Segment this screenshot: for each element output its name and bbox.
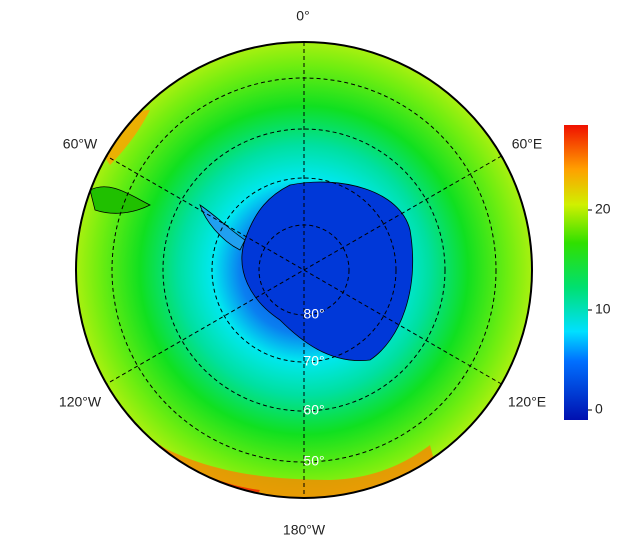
colorbar-tick-label: 10 bbox=[595, 301, 611, 317]
lon-label: 60°E bbox=[512, 136, 543, 152]
lon-label: 0° bbox=[296, 8, 309, 24]
lon-label: 120°W bbox=[59, 394, 102, 410]
colorbar bbox=[564, 125, 588, 420]
lat-label: 70° bbox=[303, 353, 324, 369]
map-border bbox=[75, 41, 533, 499]
graticule bbox=[106, 42, 502, 498]
lon-label: 60°W bbox=[63, 136, 98, 152]
lon-label: 180°W bbox=[283, 522, 326, 538]
lat-label: 60° bbox=[303, 402, 324, 418]
lat-label: 80° bbox=[303, 306, 324, 322]
colorbar-tick-label: 20 bbox=[595, 201, 611, 217]
lon-label: 120°E bbox=[508, 394, 546, 410]
lat-label: 50° bbox=[303, 453, 324, 469]
colorbar-tick-label: 0 bbox=[595, 401, 603, 417]
